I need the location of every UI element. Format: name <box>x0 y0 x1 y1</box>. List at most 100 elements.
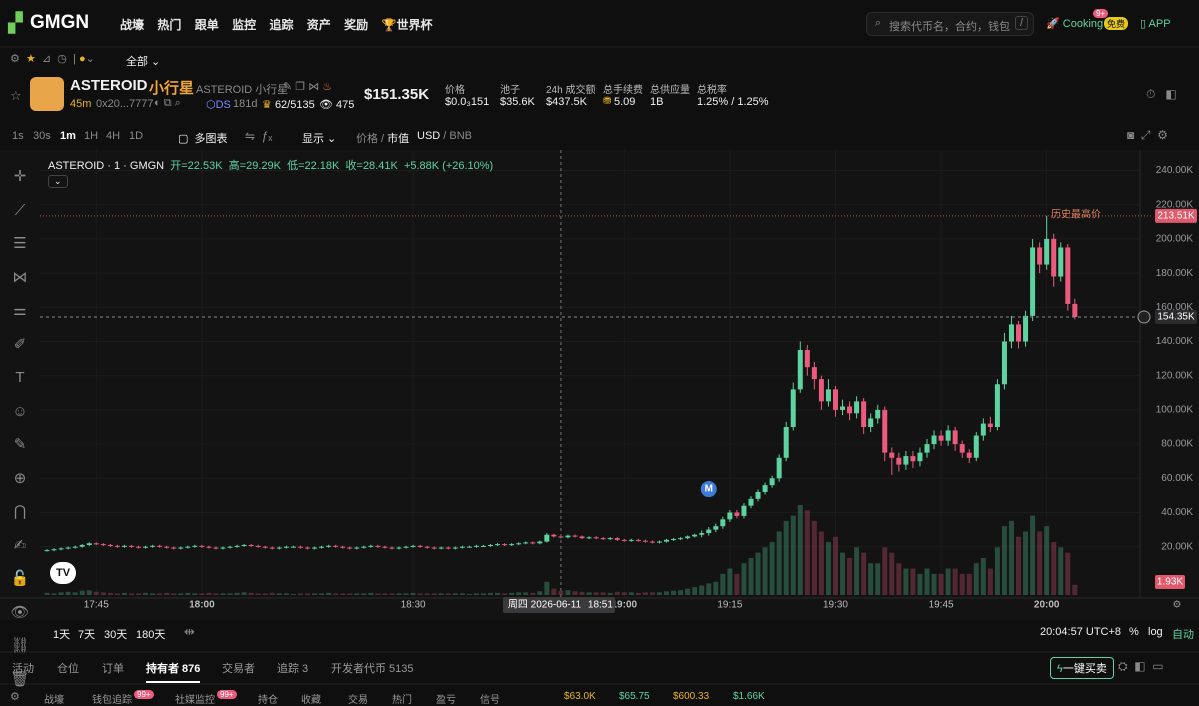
candle-body <box>544 534 550 542</box>
subnav-icons: ⚙ ★ ⊿ ◷ | ●⌄ <box>10 53 95 65</box>
volume-bar <box>565 590 571 595</box>
nav-item[interactable]: 奖励 <box>344 18 369 32</box>
tab[interactable]: 持有者 876 <box>146 660 201 683</box>
volume-bar <box>642 592 648 595</box>
nav-item[interactable]: 战壕 <box>120 18 145 32</box>
interval[interactable]: 4H <box>106 130 121 142</box>
candle-body <box>199 545 205 547</box>
price-mcap[interactable]: 价格 / 市值 <box>356 133 410 145</box>
candle-body <box>157 545 163 547</box>
volume-bar <box>65 591 71 595</box>
search[interactable]: ⌕ 搜索代币名，合约，钱包 / <box>866 12 1034 36</box>
candle-body <box>459 546 465 548</box>
filter-label: 全部 <box>126 56 148 68</box>
volume-bar <box>459 593 465 595</box>
app[interactable]: ▯ APP <box>1140 18 1171 30</box>
stat-label: 总供应量 <box>650 85 690 96</box>
candle-body <box>1051 238 1057 277</box>
candle-body <box>1065 247 1071 304</box>
volume-bar <box>171 593 177 595</box>
filter[interactable]: 全部 ⌄ <box>126 56 161 68</box>
header-icons[interactable]: ⏱ ◧ <box>1146 87 1177 101</box>
candle-body <box>600 538 606 540</box>
volume-bar <box>917 573 923 595</box>
footer-item[interactable]: 社媒监控 <box>175 695 215 706</box>
legend-toggle[interactable]: ⌄ <box>48 175 68 188</box>
cooking[interactable]: 🚀 Cooking <box>1046 18 1104 30</box>
candle-body <box>1008 324 1014 342</box>
candle-body <box>93 543 99 545</box>
tab[interactable]: 仓位 <box>57 663 79 675</box>
nav-item[interactable]: 跟单 <box>194 18 219 32</box>
footer-item[interactable]: 钱包追踪 <box>92 695 132 706</box>
last-value: 154.35K <box>1157 312 1195 323</box>
logo[interactable]: GMGN <box>30 12 90 33</box>
footer-item[interactable]: 收藏 <box>301 695 321 706</box>
quick-trade[interactable]: ϟ一键买卖 <box>1050 657 1114 679</box>
volume-bar <box>889 552 895 595</box>
candle-body <box>656 541 662 543</box>
volume-bar <box>586 592 592 595</box>
stat-label: 24h 成交额 <box>546 85 596 96</box>
candle-body <box>143 546 149 548</box>
percent[interactable]: % <box>1129 626 1139 638</box>
footer-item[interactable]: 持仓 <box>258 695 278 706</box>
tab[interactable]: 订单 <box>102 663 124 675</box>
volume-bar <box>114 593 120 595</box>
candle-body <box>840 406 846 410</box>
range-button[interactable]: 30天 <box>104 629 128 641</box>
nav-item[interactable]: 追踪 <box>269 18 294 32</box>
nav-item[interactable]: 热门 <box>157 18 182 32</box>
date-range-icon[interactable]: ⇹ <box>184 624 195 639</box>
log[interactable]: log <box>1148 626 1163 638</box>
nav-item[interactable]: 世界杯 <box>396 18 433 32</box>
y-tick-label: 40.00K <box>1161 507 1193 518</box>
interval[interactable]: 30s <box>33 130 51 142</box>
star[interactable]: ☆ <box>10 88 22 103</box>
range-button[interactable]: 180天 <box>136 629 166 641</box>
footer-item[interactable]: 热门 <box>392 695 412 706</box>
volume-bar <box>847 557 853 595</box>
candle-body <box>340 546 346 548</box>
tab[interactable]: 交易者 <box>222 663 255 675</box>
nav-item[interactable]: 资产 <box>306 18 331 32</box>
volume-bar <box>340 593 346 595</box>
candle-body <box>537 541 543 544</box>
tab[interactable]: 活动 <box>12 663 34 675</box>
range-button[interactable]: 7天 <box>78 629 96 641</box>
candle-body <box>523 542 529 544</box>
footer-gear[interactable]: ⚙ <box>10 691 20 703</box>
footer-item[interactable]: 盈亏 <box>436 695 456 706</box>
nav-item[interactable]: 监控 <box>232 18 257 32</box>
multi-chart[interactable]: ▢ 多图表 <box>178 133 228 145</box>
candle-body <box>882 409 888 453</box>
candle-body <box>903 456 909 465</box>
legend-low: 低=22.18K <box>287 160 340 172</box>
display[interactable]: 显示 ⌄ <box>302 133 337 145</box>
interval[interactable]: 1m <box>60 130 76 142</box>
candle-body <box>642 540 648 542</box>
toolbar-icons[interactable]: ◙ ⤢ ⚙ <box>1127 128 1168 142</box>
candle-body <box>304 547 310 549</box>
candle-body <box>769 478 775 486</box>
toolbar-icons[interactable]: ⇋ ƒₓ <box>245 129 273 143</box>
candle-body <box>741 505 747 516</box>
tab-icons[interactable]: ⛭ ◧ ▭ <box>1118 659 1164 673</box>
currency[interactable]: USD / BNB <box>417 130 473 142</box>
logo-icon[interactable]: ▞ <box>8 13 23 34</box>
auto[interactable]: 自动 <box>1172 629 1194 641</box>
footer-item[interactable]: 战壕 <box>44 695 64 706</box>
volume-bar <box>649 592 655 595</box>
interval[interactable]: 1s <box>12 130 24 142</box>
tab[interactable]: 追踪 3 <box>277 663 309 675</box>
x-tick-label: 19:30 <box>823 600 848 611</box>
interval[interactable]: 1D <box>129 130 144 142</box>
interval[interactable]: 1H <box>84 130 99 142</box>
footer-badge: 99+ <box>134 690 154 699</box>
range-button[interactable]: 1天 <box>53 629 71 641</box>
drawing-tools[interactable]: ✛ ⟋ ☰ ⋈ ⚌ ✐ T ☺ ✎ ⊕ ⋂ ✍ 🔓 👁 ⛓ 🗑 <box>10 168 30 688</box>
volume-bar <box>713 581 719 595</box>
footer-item[interactable]: 交易 <box>348 695 368 706</box>
footer-item[interactable]: 信号 <box>480 695 500 706</box>
tab[interactable]: 开发者代币 5135 <box>331 663 414 675</box>
